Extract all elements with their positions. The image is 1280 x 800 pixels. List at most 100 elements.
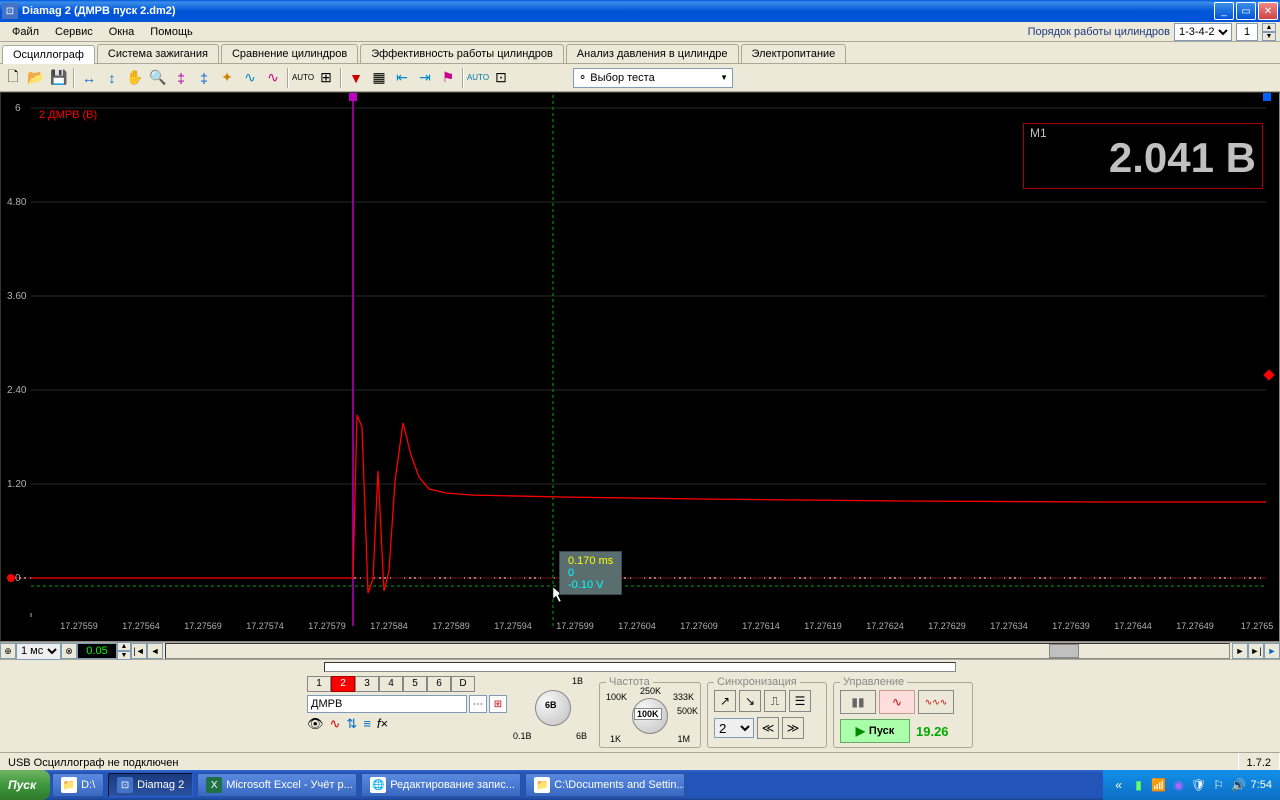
scroll-last[interactable]: ►| [1248, 643, 1264, 659]
firing-order-select[interactable]: 1-3-4-2 [1174, 23, 1232, 41]
ch-d[interactable]: D [451, 676, 475, 692]
ctrl-wave[interactable]: ∿ [879, 690, 915, 714]
svg-text:17.27644: 17.27644 [1114, 621, 1152, 631]
task-diamag[interactable]: ⊡Diamag 2 [108, 773, 193, 797]
tray-arrow-icon[interactable]: « [1111, 777, 1127, 793]
sync-edge-rise[interactable]: ↗ [714, 690, 736, 712]
offset-input[interactable] [77, 643, 117, 659]
menu-file[interactable]: Файл [4, 24, 47, 40]
ch-3[interactable]: 3 [355, 676, 379, 692]
start-button[interactable]: Пуск [0, 770, 50, 800]
link-icon[interactable]: ⊗ [61, 643, 77, 659]
tb-cursor2[interactable]: ‡ [193, 67, 215, 89]
task-explorer[interactable]: 📁D:\ [52, 773, 104, 797]
tb-vzoom[interactable]: ↕ [101, 67, 123, 89]
svg-text:6: 6 [15, 103, 21, 114]
tb-next[interactable]: ⇥ [414, 67, 436, 89]
ch-5[interactable]: 5 [403, 676, 427, 692]
tb-zoom[interactable]: 🔍 [147, 67, 169, 89]
eye-icon[interactable]: 👁 [307, 716, 324, 732]
system-tray[interactable]: « ▮ 📶 ◉ 🛡 ⚐ 🔊 7:54 [1103, 770, 1280, 800]
svg-text:17.27639: 17.27639 [1052, 621, 1090, 631]
ctrl-title: Управление [840, 676, 907, 688]
progress-track[interactable] [324, 662, 956, 672]
sync-ch-select[interactable]: 2 [714, 718, 754, 738]
menu-service[interactable]: Сервис [47, 24, 101, 40]
tb-new[interactable]: 🗋 [2, 67, 24, 89]
tb-save[interactable]: 💾 [48, 67, 70, 89]
tb-flag[interactable]: ⚑ [437, 67, 459, 89]
tb-wave2[interactable]: ∿ [262, 67, 284, 89]
scroll-first[interactable]: |◄ [131, 643, 147, 659]
tb-filter[interactable]: ▼ [345, 67, 367, 89]
close-button[interactable]: ✕ [1258, 2, 1278, 20]
tb-hzoom[interactable]: ↔ [78, 67, 100, 89]
freq-knob[interactable]: 250K 100K 333K 500K 100K 1K 1M [606, 690, 694, 742]
sync-next[interactable]: ≫ [782, 717, 804, 739]
ch-1[interactable]: 1 [307, 676, 331, 692]
menu-windows[interactable]: Окна [101, 24, 143, 40]
wave-icon[interactable]: ∿ [330, 716, 341, 732]
ch-6[interactable]: 6 [427, 676, 451, 692]
cyl-count-input[interactable] [1236, 23, 1258, 41]
offset-down[interactable]: ▼ [117, 651, 131, 660]
tb-fit[interactable]: ⊞ [315, 67, 337, 89]
scroll-play[interactable]: ► [1264, 643, 1280, 659]
svg-text:17.27619: 17.27619 [804, 621, 842, 631]
test-select-icon: ⚬ [578, 71, 587, 84]
ch-4[interactable]: 4 [379, 676, 403, 692]
tb-wave1[interactable]: ∿ [239, 67, 261, 89]
expand-icon[interactable]: ⊕ [0, 643, 16, 659]
oscilloscope-display[interactable]: 6 4.80 3.60 2.40 1.20 0 17.2755917.27564… [1, 93, 1275, 641]
tb-autoscale[interactable]: AUTO [467, 67, 489, 89]
task-folder[interactable]: 📁C:\Documents and Settin... [525, 773, 685, 797]
tb-grid[interactable]: ▦ [368, 67, 390, 89]
svg-text:17.27584: 17.27584 [370, 621, 408, 631]
tb-marker[interactable]: ✦ [216, 67, 238, 89]
tb-prev[interactable]: ⇤ [391, 67, 413, 89]
meas-value: 2.041 В [1109, 134, 1256, 182]
h-scrollbar[interactable] [165, 643, 1230, 659]
task-excel[interactable]: XMicrosoft Excel - Учёт р... [197, 773, 357, 797]
ctrl-multi[interactable]: ∿∿∿ [918, 690, 954, 714]
sync-prev[interactable]: ≪ [757, 717, 779, 739]
play-button[interactable]: ▶ Пуск [840, 719, 910, 743]
maximize-button[interactable]: ▭ [1236, 2, 1256, 20]
fx-icon[interactable]: f× [377, 716, 388, 732]
sync-level[interactable]: ⎍ [764, 690, 786, 712]
app-icon: ⊡ [2, 3, 18, 19]
svg-text:1.20: 1.20 [7, 479, 27, 490]
timebase-select[interactable]: 1 мс [16, 643, 61, 660]
cyl-down[interactable]: ▼ [1262, 32, 1276, 41]
tab-efficiency[interactable]: Эффективность работы цилиндров [360, 44, 564, 63]
scroll-left[interactable]: ◄ [147, 643, 163, 659]
offset-up[interactable]: ▲ [117, 642, 131, 651]
minimize-button[interactable]: _ [1214, 2, 1234, 20]
tb-auto[interactable]: AUTO [292, 67, 314, 89]
task-chrome[interactable]: 🌐Редактирование запис... [361, 773, 521, 797]
tb-open[interactable]: 📂 [25, 67, 47, 89]
ctrl-pause[interactable]: ▮▮ [840, 690, 876, 714]
level-icon[interactable]: ≡ [363, 716, 371, 732]
sync-ext[interactable]: ☰ [789, 690, 811, 712]
test-select[interactable]: ⚬ Выбор теста [573, 68, 733, 88]
tab-ignition[interactable]: Система зажигания [97, 44, 219, 63]
tab-oscilloscope[interactable]: Осциллограф [2, 45, 95, 64]
tb-cursor1[interactable]: ‡ [170, 67, 192, 89]
cyl-up[interactable]: ▲ [1262, 23, 1276, 32]
ch-2[interactable]: 2 [331, 676, 355, 692]
menu-help[interactable]: Помощь [142, 24, 201, 40]
vdiv-knob[interactable]: 1В 6В 0.1В 6В [513, 676, 593, 741]
channel-browse[interactable]: ⋯ [469, 695, 487, 713]
tb-settings[interactable]: ⊡ [490, 67, 512, 89]
tab-cyl-compare[interactable]: Сравнение цилиндров [221, 44, 358, 63]
channel-name-input[interactable] [307, 695, 467, 713]
svg-text:0: 0 [15, 573, 21, 584]
scroll-right[interactable]: ► [1232, 643, 1248, 659]
sync-edge-fall[interactable]: ↘ [739, 690, 761, 712]
tab-pressure[interactable]: Анализ давления в цилиндре [566, 44, 739, 63]
arrows-icon[interactable]: ⇅ [346, 716, 357, 732]
tab-power[interactable]: Электропитание [741, 44, 847, 63]
tb-pan[interactable]: ✋ [124, 67, 146, 89]
channel-config[interactable]: ⊞ [489, 695, 507, 713]
